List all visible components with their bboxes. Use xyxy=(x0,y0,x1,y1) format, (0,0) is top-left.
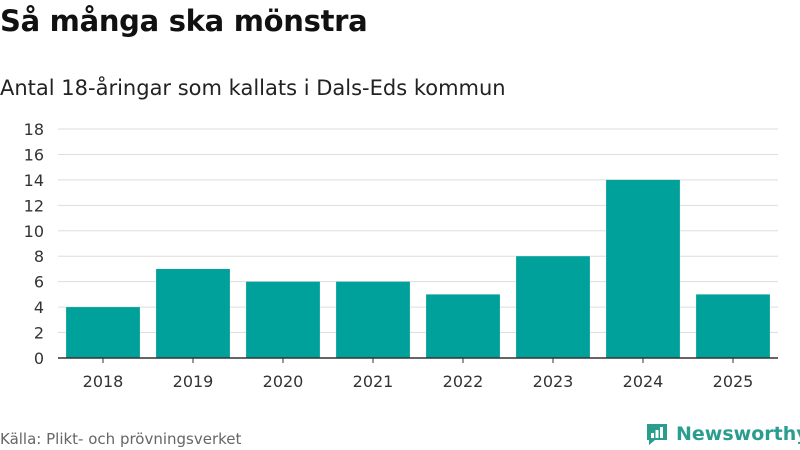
y-tick-label: 18 xyxy=(24,120,44,139)
bar xyxy=(696,294,770,358)
x-tick-label: 2022 xyxy=(443,372,484,391)
chart-title: Så många ska mönstra xyxy=(0,4,368,38)
y-tick-label: 0 xyxy=(34,349,44,368)
x-tick-label: 2024 xyxy=(623,372,664,391)
y-tick-label: 6 xyxy=(34,273,44,292)
newsworthy-logo-icon xyxy=(647,424,667,445)
chart-subtitle: Antal 18-åringar som kallats i Dals-Eds … xyxy=(0,76,506,100)
x-tick-label: 2023 xyxy=(533,372,574,391)
bar xyxy=(246,281,320,358)
y-tick-label: 8 xyxy=(34,247,44,266)
y-tick-label: 2 xyxy=(34,324,44,343)
y-tick-label: 4 xyxy=(34,298,44,317)
bar xyxy=(336,281,410,358)
x-tick-label: 2025 xyxy=(713,372,754,391)
x-tick-label: 2020 xyxy=(263,372,304,391)
y-tick-label: 12 xyxy=(24,196,44,215)
x-tick-label: 2018 xyxy=(83,372,124,391)
source-note: Källa: Plikt- och prövningsverket xyxy=(0,430,242,448)
x-tick-label: 2021 xyxy=(353,372,394,391)
x-tick-label: 2019 xyxy=(173,372,214,391)
brand-logo: Newsworthy xyxy=(644,420,800,448)
y-tick-label: 16 xyxy=(24,145,44,164)
brand-name: Newsworthy xyxy=(676,423,800,445)
bar xyxy=(426,294,500,358)
y-tick-label: 10 xyxy=(24,222,44,241)
y-tick-label: 14 xyxy=(24,171,44,190)
bar-chart: 0 2 4 6 8 10 12 14 16 18 2018 2019 2020 2021 2022 2023 2… xyxy=(24,120,778,391)
bar xyxy=(156,268,230,358)
bar xyxy=(516,256,590,358)
bar xyxy=(606,179,680,358)
bar xyxy=(66,307,140,358)
